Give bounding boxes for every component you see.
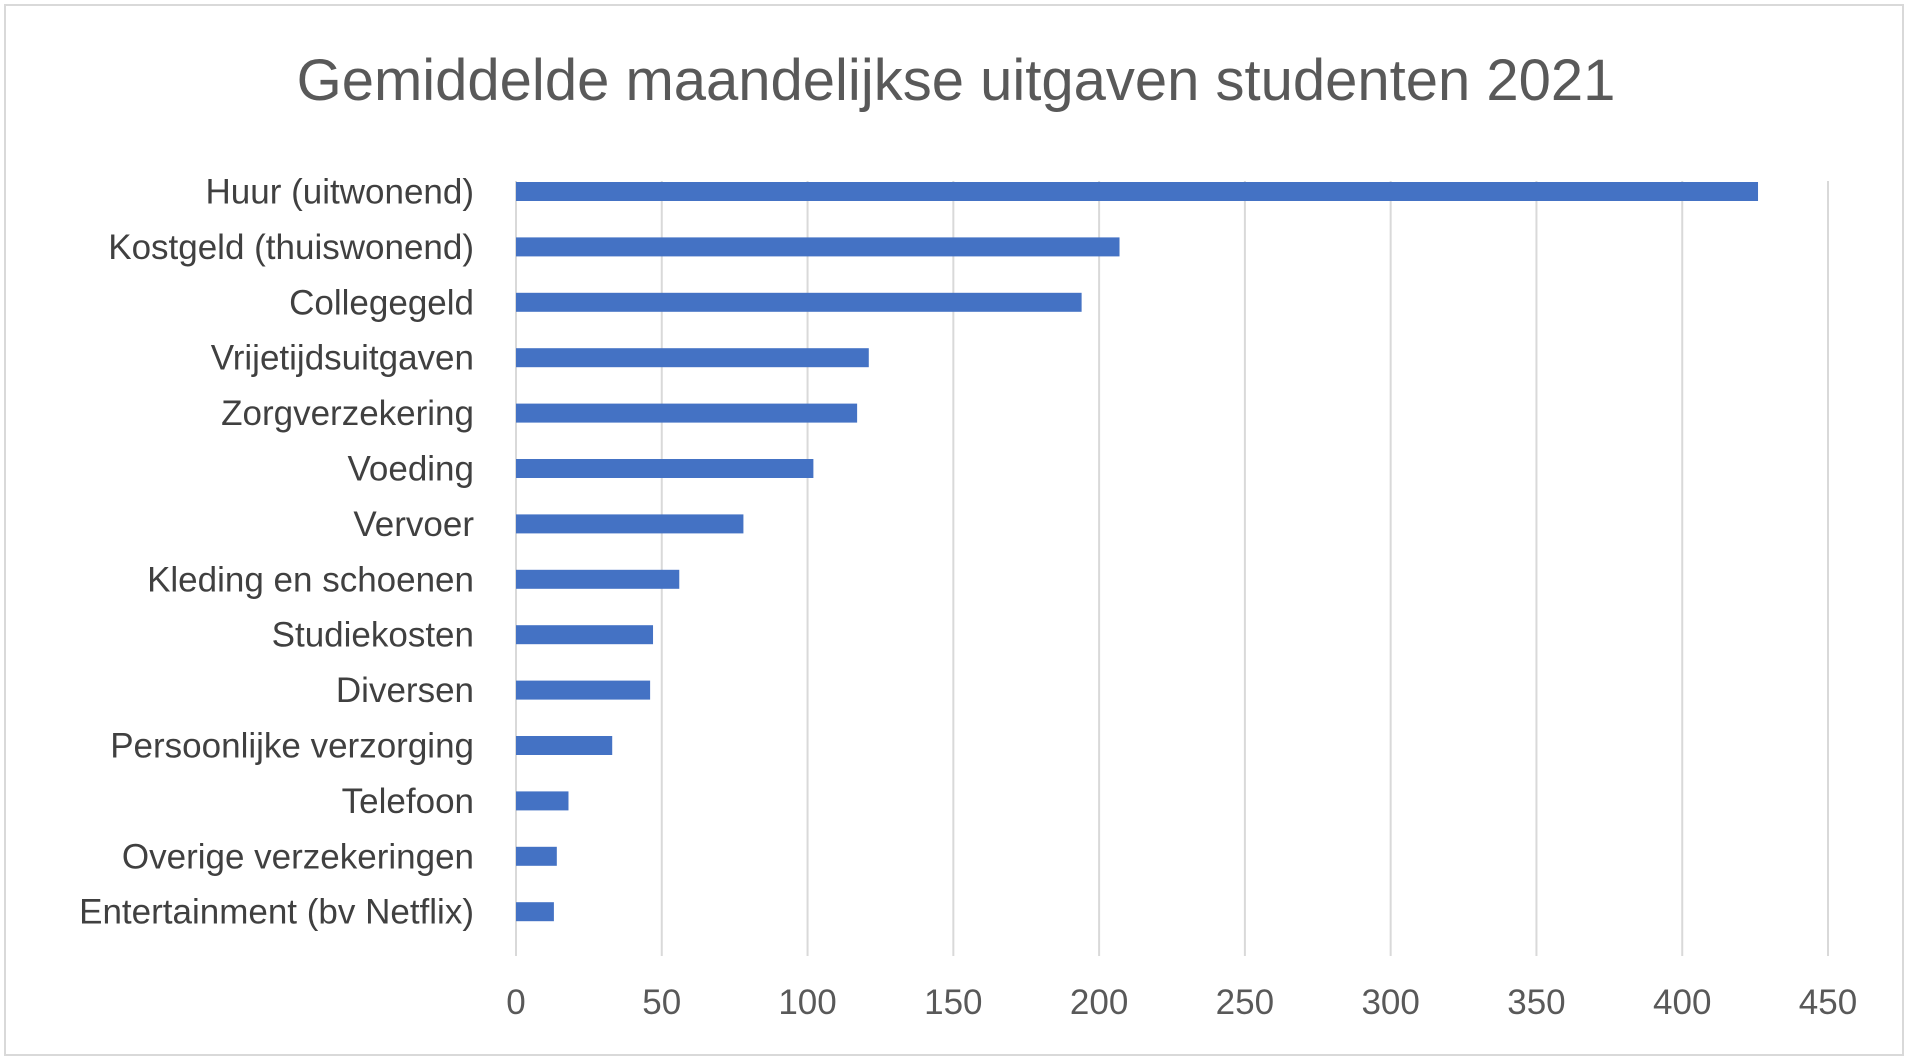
bar-12 xyxy=(516,846,557,866)
x-tick-label: 450 xyxy=(1799,983,1857,1022)
bar-10 xyxy=(516,736,613,755)
x-tick-label: 100 xyxy=(778,983,836,1022)
x-tick-label: 350 xyxy=(1507,983,1565,1022)
bar-0 xyxy=(516,182,1759,201)
category-label: Overige verzekeringen xyxy=(122,837,474,876)
category-label: Vrijetijdsuitgaven xyxy=(211,339,474,378)
category-label: Diversen xyxy=(336,671,474,710)
chart-plot: Huur (uitwonend) Kostgeld (thuiswonend) Co… xyxy=(79,173,1857,1023)
chart-frame: Gemiddelde maandelijkse uitgaven student… xyxy=(4,4,1904,1056)
x-tick-label: 50 xyxy=(642,983,681,1022)
bar-6 xyxy=(516,514,744,534)
bar-9 xyxy=(516,680,651,700)
chart-title: Gemiddelde maandelijkse uitgaven student… xyxy=(296,48,1616,113)
bar-3 xyxy=(516,348,869,368)
bar-2 xyxy=(516,292,1082,312)
bar-13 xyxy=(516,902,554,922)
category-label: Zorgverzekering xyxy=(221,394,474,433)
category-label: Telefoon xyxy=(342,782,474,821)
bar-4 xyxy=(516,403,858,423)
category-label: Vervoer xyxy=(353,505,474,544)
category-label: Entertainment (bv Netflix) xyxy=(79,893,474,932)
category-labels: Huur (uitwonend) Kostgeld (thuiswonend) Co… xyxy=(79,173,474,932)
category-label: Huur (uitwonend) xyxy=(206,173,474,212)
bar-11 xyxy=(516,791,569,811)
category-label: Kostgeld (thuiswonend) xyxy=(108,228,474,267)
bar-7 xyxy=(516,569,680,589)
x-tick-labels: 0 50 100 150 200 250 300 350 400 450 xyxy=(506,983,1857,1022)
category-label: Kleding en schoenen xyxy=(147,560,474,599)
category-label: Voeding xyxy=(347,450,474,489)
category-label: Persoonlijke verzorging xyxy=(110,727,474,766)
category-label: Studiekosten xyxy=(272,616,474,655)
x-tick-label: 0 xyxy=(506,983,525,1022)
category-label: Collegegeld xyxy=(289,283,474,322)
bar-1 xyxy=(516,237,1120,257)
x-tick-label: 200 xyxy=(1070,983,1128,1022)
bars xyxy=(516,182,1759,922)
x-tick-label: 250 xyxy=(1216,983,1274,1022)
bar-5 xyxy=(516,459,814,478)
x-tick-label: 300 xyxy=(1361,983,1419,1022)
bar-8 xyxy=(516,625,654,645)
x-tick-label: 400 xyxy=(1653,983,1711,1022)
x-tick-label: 150 xyxy=(924,983,982,1022)
